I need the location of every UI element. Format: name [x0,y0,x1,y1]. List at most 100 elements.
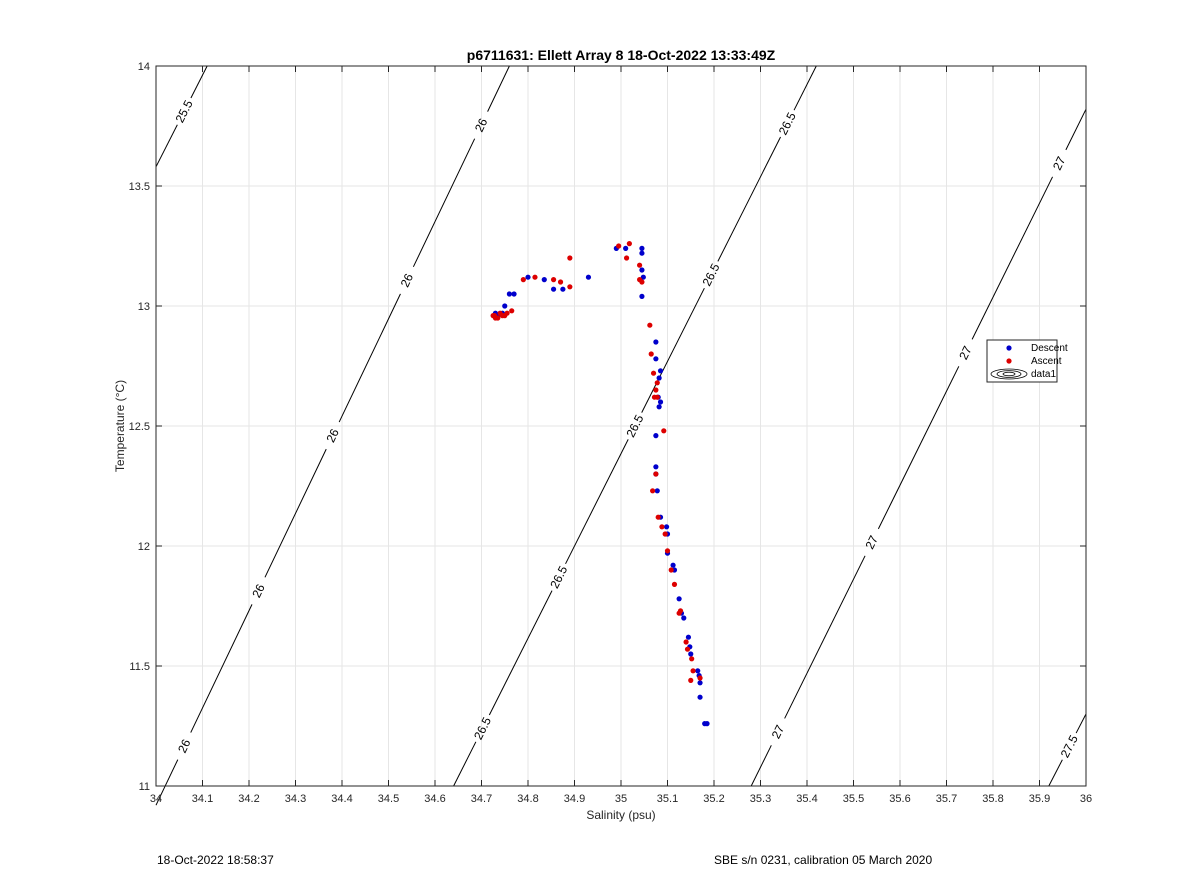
descent-point [656,375,662,381]
descent-point [511,291,517,297]
contour-label: 27 [1050,154,1069,172]
descent-point [654,488,660,494]
x-tick-label: 35 [615,793,627,805]
ascent-point [688,677,694,684]
contour-line [641,287,705,413]
legend-contour-icon [1002,371,1016,377]
ascent-point [532,274,538,280]
contour-label: 27.5 [1058,733,1081,760]
descent-point [657,368,664,374]
contour-line [190,604,253,733]
contour-line [717,136,781,262]
legend-contour-icon [990,368,1028,380]
y-axis-label: Temperature (°C) [113,380,127,472]
descent-point [623,245,629,251]
contour-line [877,366,960,530]
contour-line [488,590,553,716]
descent-point [502,303,508,309]
descent-point [656,404,662,410]
x-tick-label: 35.7 [936,793,957,805]
x-tick-label: 34.7 [471,793,492,805]
descent-point [695,668,701,674]
ascent-point [668,567,674,573]
legend-descent-marker [1006,345,1012,351]
contour-line [784,555,866,719]
ascent-point [623,255,630,261]
contour-line [750,745,772,787]
descent-point [697,694,703,700]
ascent-point [653,387,659,393]
descent-point [653,464,659,470]
contour-line [338,293,401,423]
ascent-point [653,471,659,477]
chart-title: p6711631: Ellett Array 8 18-Oct-2022 13:… [467,47,776,63]
x-tick-label: 34.6 [424,793,445,805]
contour-line [155,124,178,168]
ascent-point [654,394,660,400]
descent-point [702,721,708,727]
ascent-point [497,310,503,316]
legend-ascent-marker [1006,358,1012,364]
legend-label: Ascent [1031,356,1062,367]
descent-point [685,634,692,640]
contour-line [1075,713,1087,734]
y-tick-label: 14 [138,61,150,73]
ascent-point [650,488,656,494]
ascent-point [557,279,564,285]
contour-label: 26 [249,582,268,600]
descent-point [640,274,646,280]
ascent-point [550,277,557,283]
y-tick-label: 11 [139,781,150,793]
ascent-point [616,243,622,249]
contour-label: 26.5 [776,110,799,137]
ascent-point [647,322,653,328]
contour-line [412,138,476,268]
x-tick-label: 35.1 [657,793,678,805]
ascent-point [689,656,695,662]
y-tick-label: 11.5 [129,661,150,673]
legend-label: data1 [1031,369,1056,380]
x-tick-label: 34.3 [285,793,306,805]
legend-box [986,339,1058,383]
footer-timestamp: 18-Oct-2022 18:58:37 [157,853,274,867]
contour-line [190,65,208,99]
descent-point [560,286,566,292]
descent-point [506,291,512,297]
y-tick-label: 13 [138,301,150,313]
ascent-point [664,548,671,554]
contour-label: 26.5 [471,715,494,742]
ascent-point [654,380,660,386]
data-points [490,241,710,727]
ascent-point [659,524,665,530]
contour-label: 27 [862,533,881,551]
descent-point [541,277,547,283]
ascent-point [626,241,632,247]
x-tick-label: 35.9 [1029,793,1050,805]
x-tick-label: 35.4 [796,793,817,805]
legend-label: Descent [1031,343,1068,354]
y-tick-label: 12.5 [129,421,150,433]
ascent-point [509,308,515,314]
x-tick-label: 36 [1080,793,1092,805]
footer-calibration: SBE s/n 0231, calibration 05 March 2020 [714,853,933,867]
contour-line [1048,759,1063,787]
ascent-point [671,581,678,588]
ascent-point [567,284,573,290]
contour-label: 26 [472,116,491,134]
x-tick-label: 34.1 [192,793,213,805]
descent-point [525,274,531,280]
y-tick-label: 12 [138,541,150,553]
ascent-point [567,255,573,261]
x-tick-label: 34 [150,793,162,805]
contour-line [264,448,327,578]
contour-label: 26.5 [700,261,723,288]
x-tick-label: 35.8 [982,793,1003,805]
descent-point [653,339,659,345]
ascent-point [639,279,645,285]
descent-point [550,286,557,292]
ascent-point [648,351,654,357]
descent-point [653,433,659,439]
ascent-point [490,313,496,319]
contour-label: 27 [769,722,788,740]
